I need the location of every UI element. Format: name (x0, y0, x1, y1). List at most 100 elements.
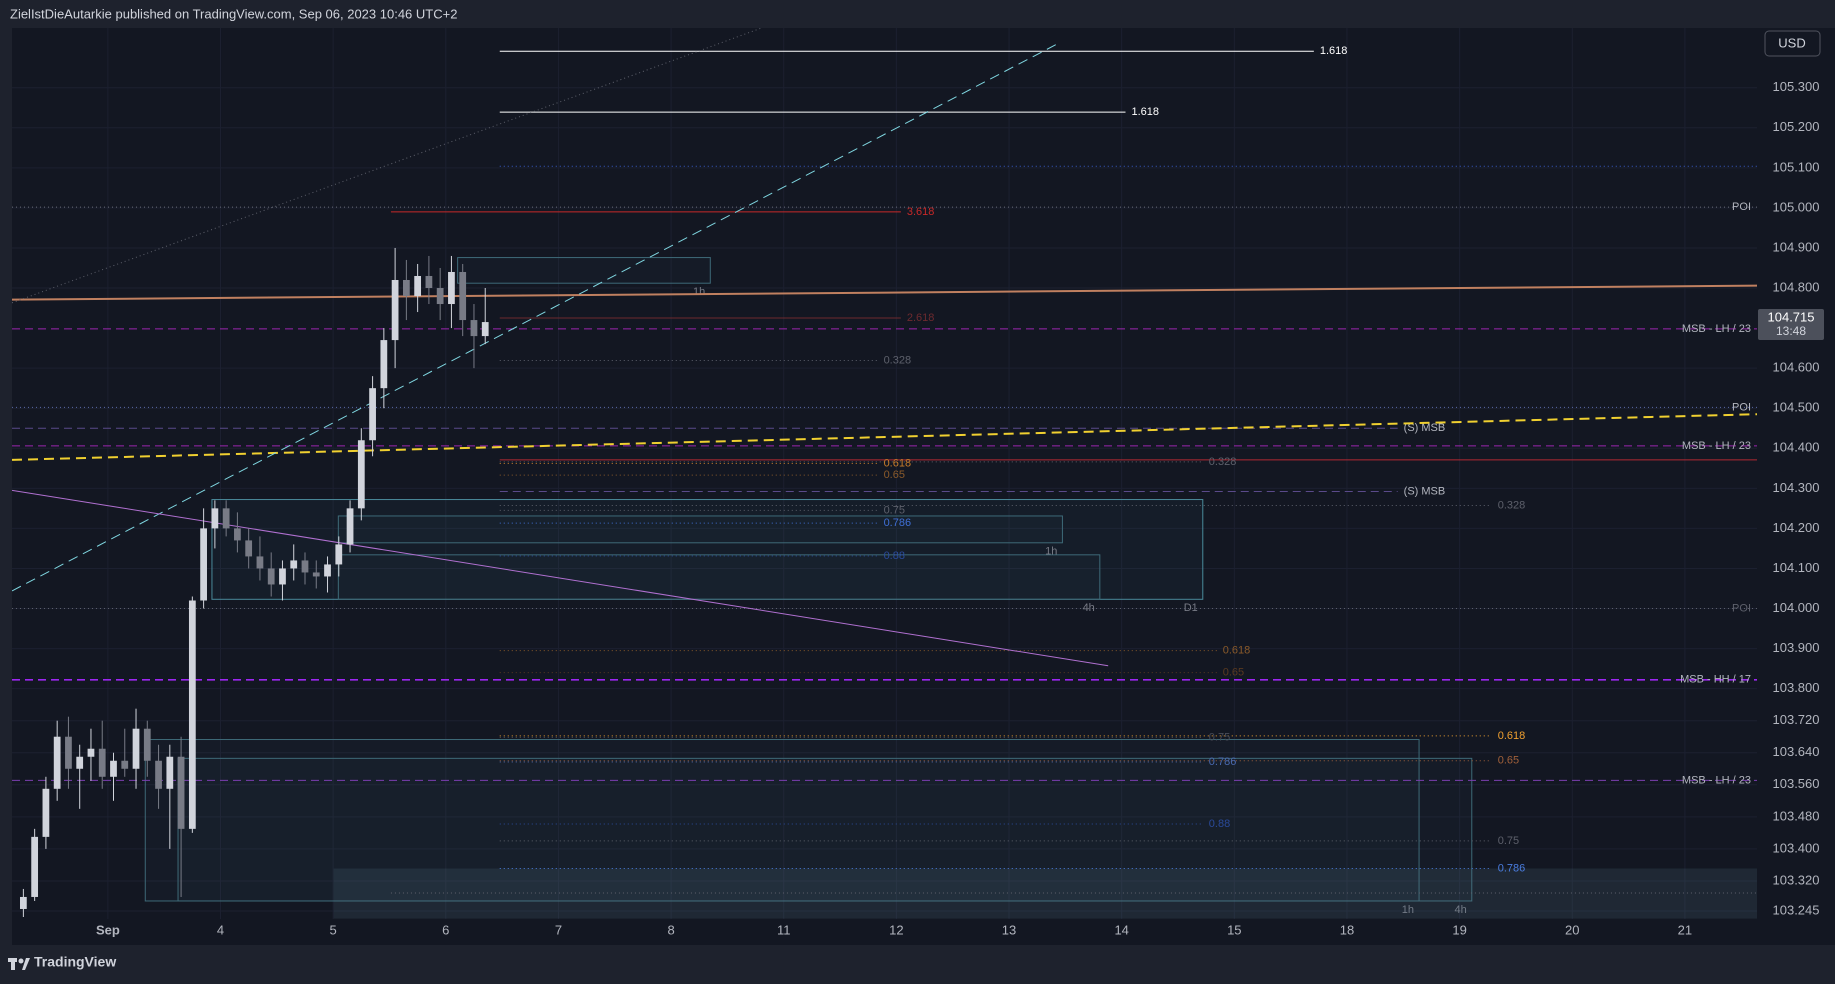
plot-area (12, 28, 1835, 945)
publisher: ZielIstDieAutarkie published on TradingV… (10, 6, 457, 21)
level-label: POI (1732, 401, 1751, 413)
x-tick-label: 19 (1452, 922, 1466, 937)
zone-label: 4h (1455, 904, 1467, 916)
candle-body (200, 528, 207, 601)
candle-body (448, 271, 455, 305)
trend-line (12, 489, 1109, 667)
zone-box (177, 757, 1473, 902)
trend-line (12, 284, 1757, 301)
candle-body (31, 836, 39, 897)
x-tick-label: 6 (442, 922, 449, 937)
y-tick-label: 103.720 (1773, 712, 1820, 727)
zone-label: 1h (1045, 546, 1057, 558)
y-tick-label: 103.560 (1773, 776, 1820, 791)
candle-body (267, 568, 275, 585)
zone-box (457, 257, 711, 284)
candle-body (98, 748, 106, 777)
candle-body (459, 271, 467, 321)
level-label: 0.75 (884, 504, 905, 516)
y-tick-label: 104.200 (1773, 520, 1820, 535)
y-tick-label: 104.400 (1773, 440, 1820, 455)
currency-button[interactable] (1764, 30, 1821, 57)
candle-body (19, 896, 27, 909)
x-tick-label: 15 (1227, 922, 1241, 937)
trend-line (12, 28, 763, 304)
zone-box (144, 739, 1420, 902)
level-label: (S) MSB (1404, 485, 1446, 497)
level-label: 0.328 (1498, 499, 1526, 511)
candle-body (87, 748, 95, 757)
trend-line (12, 413, 1757, 461)
level-label: 1.618 (1132, 106, 1160, 118)
x-tick-label: 4 (217, 922, 224, 937)
x-tick-label: 7 (555, 922, 562, 937)
level-label: 0.75 (1498, 835, 1519, 847)
level-label: MSB - LH / 23 (1682, 323, 1751, 335)
y-tick-label: 105.000 (1773, 199, 1820, 214)
x-tick-label: 14 (1114, 922, 1128, 937)
candle-body (234, 528, 241, 541)
candle-body (188, 600, 196, 829)
zone-label: 1h (693, 286, 705, 298)
level-label: 0.786 (884, 517, 912, 529)
level-label: 0.328 (1209, 456, 1237, 468)
trend-line (12, 43, 1057, 592)
x-tick-label: 12 (889, 922, 903, 937)
candle-body (402, 279, 410, 297)
last-price-box (1758, 309, 1824, 341)
x-tick-label: 21 (1678, 922, 1692, 937)
last-price: 104.715 (1768, 309, 1815, 324)
level-label: 0.786 (1498, 862, 1526, 874)
candle-body (110, 760, 117, 777)
candle-body (470, 320, 478, 337)
level-label: 0.65 (1498, 755, 1519, 767)
y-tick-label: 104.800 (1773, 279, 1820, 294)
candle-body (335, 544, 343, 565)
level-label: POI (1732, 602, 1751, 614)
x-tick-label: 13 (1002, 922, 1016, 937)
footer-brand: TradingView (34, 954, 116, 970)
zone-box (337, 515, 1063, 544)
level-label: 0.618 (884, 457, 912, 469)
candle-body (391, 279, 399, 341)
level-label: 0.786 (1209, 756, 1237, 768)
level-label: 0.88 (884, 550, 905, 562)
y-tick-label: 104.900 (1773, 239, 1820, 254)
candle-body (301, 560, 309, 573)
y-tick-label: 105.200 (1773, 119, 1820, 134)
y-tick-label: 105.100 (1773, 159, 1820, 174)
y-tick-label: 104.600 (1773, 360, 1820, 375)
x-tick-label: 11 (777, 922, 791, 937)
x-tick-label: 5 (330, 922, 337, 937)
candle-body (256, 556, 264, 569)
y-tick-label: 103.640 (1773, 744, 1820, 759)
candle-body (65, 736, 72, 769)
y-tick-label: 104.100 (1773, 560, 1820, 575)
level-label: POI (1732, 201, 1751, 213)
y-tick-label: 104.300 (1773, 480, 1820, 495)
candle-body (425, 275, 433, 289)
level-label: MSB - LH / 23 (1682, 774, 1751, 786)
candle-body (211, 508, 219, 529)
candle-body (481, 322, 489, 337)
candle-body (121, 760, 129, 769)
level-label: 1.618 (1320, 45, 1348, 57)
y-tick-label: 103.320 (1773, 872, 1820, 887)
candle-body (357, 440, 365, 509)
x-tick-label: 8 (667, 922, 674, 937)
candle-body (369, 388, 376, 441)
currency[interactable]: USD (1778, 35, 1805, 50)
y-tick-label: 103.400 (1773, 840, 1820, 855)
zone-label: D1 (1184, 602, 1198, 614)
level-label: 0.75 (1209, 731, 1230, 743)
zone-box (333, 868, 1757, 919)
level-label: 2.618 (907, 312, 935, 324)
level-label: MSB - LH / 23 (1682, 440, 1751, 452)
countdown: 13:48 (1776, 324, 1806, 338)
candle-body (414, 275, 422, 297)
x-tick-label: 18 (1340, 922, 1354, 937)
candle-body (436, 288, 444, 305)
